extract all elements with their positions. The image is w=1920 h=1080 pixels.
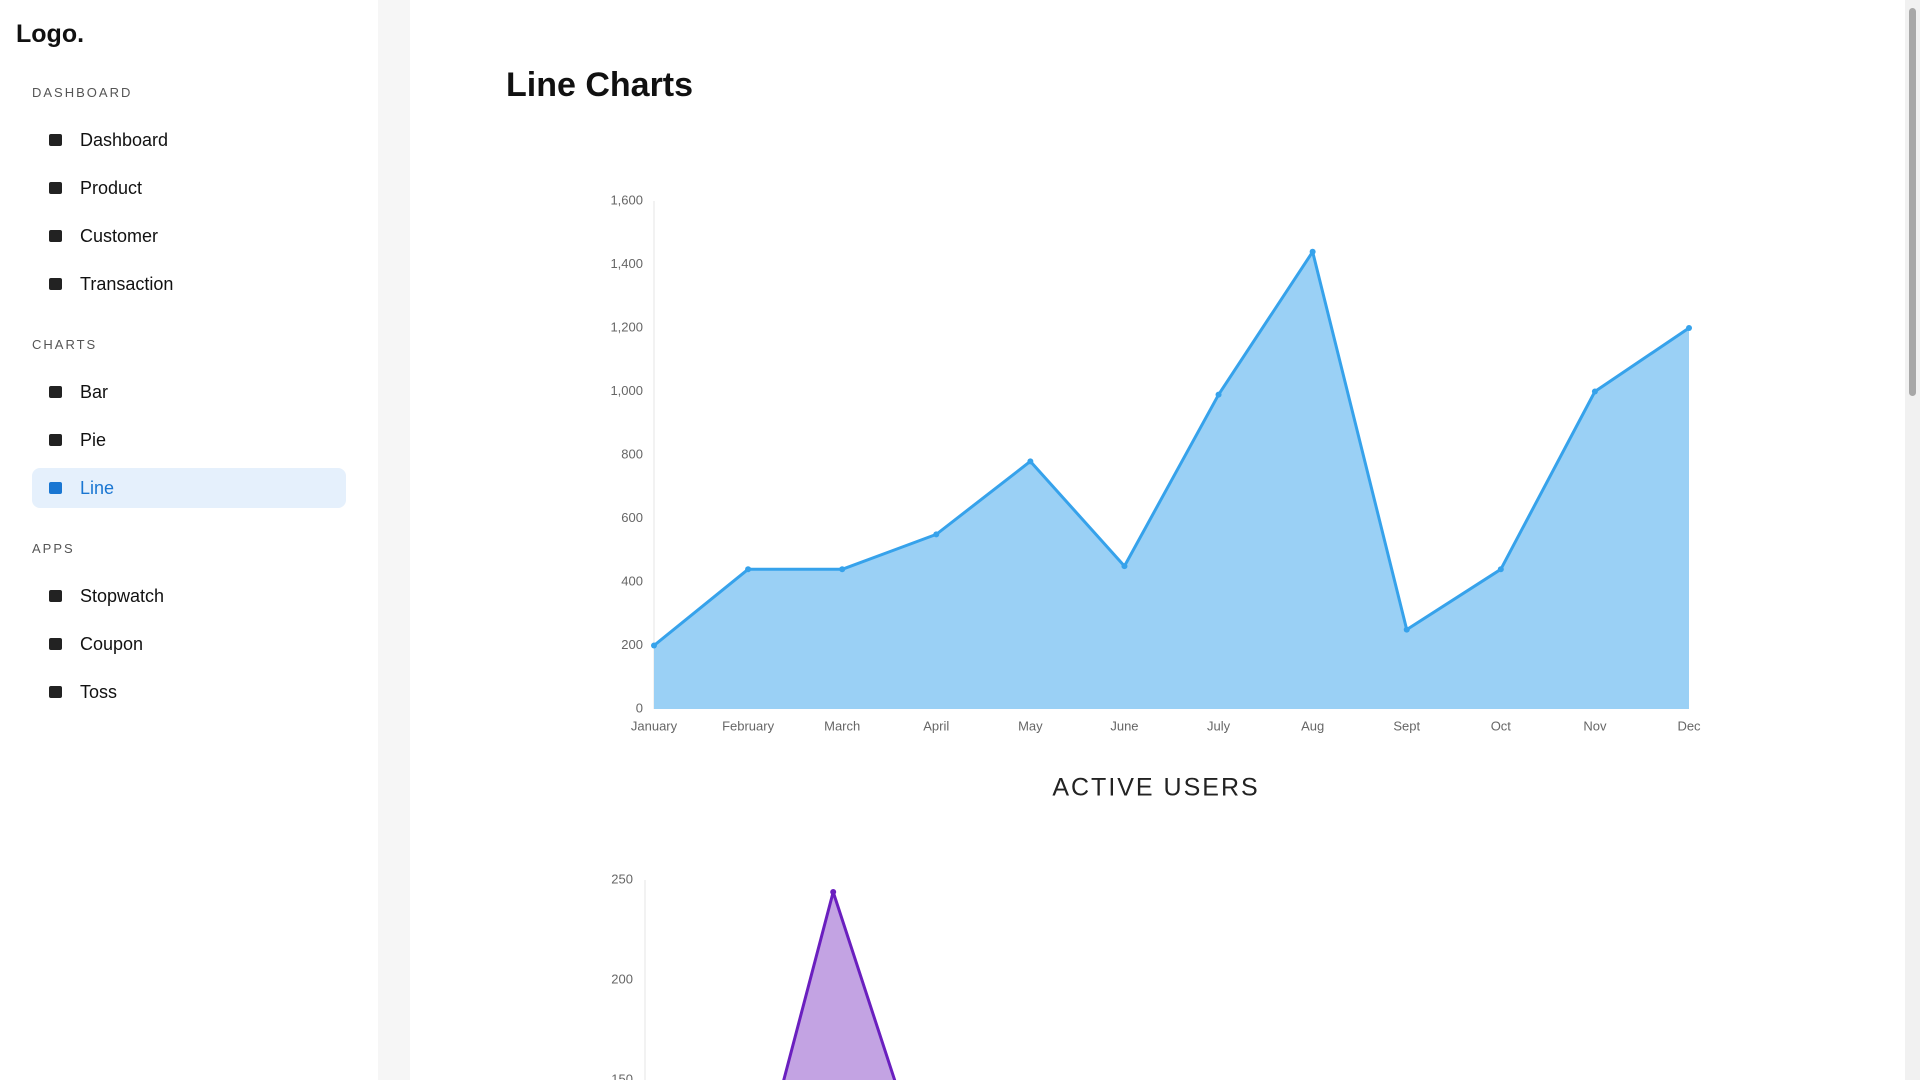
point (1309, 248, 1316, 255)
nav-icon (49, 134, 62, 146)
nav-icon (49, 686, 62, 698)
y-tick-label: 1,600 (610, 192, 643, 207)
sidebar: Logo. DASHBOARD Dashboard Product Customer T… (0, 0, 378, 1080)
chart-title: ACTIVE USERS (1052, 774, 1259, 802)
nav-item[interactable]: Bar (0, 368, 378, 416)
line (653, 250, 1690, 647)
section-heading: DASHBOARD (32, 85, 133, 100)
nav-item[interactable]: Toss (0, 668, 378, 716)
y-tick-label: 1,200 (610, 319, 643, 334)
nav-item[interactable]: Coupon (0, 620, 378, 668)
nav-item[interactable]: Pie (0, 416, 378, 464)
point (1027, 458, 1034, 465)
point (839, 566, 846, 573)
nav-icon (49, 278, 62, 290)
section-heading: APPS (32, 541, 75, 556)
x-tick-label: Aug (1301, 718, 1324, 733)
nav-icon (49, 590, 62, 602)
section-heading: CHARTS (32, 337, 98, 352)
nav-item[interactable]: Dashboard (0, 116, 378, 164)
nav-item[interactable]: Product (0, 164, 378, 212)
y-tick-label: 200 (611, 971, 633, 986)
y-tick-label: 600 (621, 510, 643, 525)
x-tick-label: Nov (1583, 718, 1607, 733)
x-tick-label: Oct (1491, 718, 1512, 733)
nav-label[interactable]: Bar (80, 382, 109, 402)
point (933, 531, 940, 538)
nav-icon (49, 230, 62, 242)
point (830, 889, 837, 895)
nav-icon (49, 386, 62, 398)
page-title: Line Charts (506, 66, 694, 104)
nav-icon (49, 482, 62, 494)
nav-item[interactable]: Transaction (0, 260, 378, 308)
point (651, 642, 657, 649)
nav-label[interactable]: Line (80, 478, 115, 498)
scroll-thumb[interactable] (1909, 8, 1916, 396)
nav-icon (49, 638, 62, 650)
point (1591, 388, 1598, 395)
point (1403, 626, 1410, 633)
x-tick-label: May (1018, 718, 1043, 733)
nav-item-bg (32, 468, 346, 508)
nav-label[interactable]: Pie (80, 430, 107, 450)
x-tick-label: June (1110, 718, 1138, 733)
nav-label[interactable]: Coupon (80, 634, 144, 654)
x-tick-label: Dec (1677, 718, 1701, 733)
logo: Logo. (16, 20, 85, 48)
nav-label[interactable]: Stopwatch (80, 586, 165, 606)
nav-label[interactable]: Customer (80, 226, 159, 246)
x-tick-label: February (722, 718, 775, 733)
x-tick-label: July (1207, 718, 1231, 733)
y-tick-label: 200 (621, 637, 643, 652)
y-tick-label: 250 (611, 871, 633, 886)
x-tick-label: January (631, 718, 678, 733)
point (1497, 566, 1504, 573)
point (1121, 563, 1128, 570)
nav-item[interactable]: Customer (0, 212, 378, 260)
point (1686, 325, 1692, 331)
y-tick-label: 150 (611, 1071, 633, 1080)
x-tick-label: March (824, 718, 860, 733)
nav-item[interactable]: Line (0, 464, 378, 512)
y-tick-label: 0 (636, 700, 643, 715)
nav-icon (49, 182, 62, 194)
nav-icon (49, 434, 62, 446)
nav-label[interactable]: Dashboard (80, 130, 169, 150)
nav-label[interactable]: Product (80, 178, 143, 198)
y-tick-label: 800 (621, 446, 643, 461)
divider (378, 0, 410, 1080)
nav-label[interactable]: Toss (80, 682, 118, 702)
scrollbar[interactable] (1905, 0, 1920, 1080)
nav-item[interactable]: Stopwatch (0, 572, 378, 620)
y-tick-label: 400 (621, 573, 643, 588)
point (1215, 391, 1222, 398)
area (783, 892, 895, 1080)
x-tick-label: Sept (1393, 718, 1420, 733)
y-tick-label: 1,400 (610, 256, 643, 271)
y-tick-label: 1,000 (610, 383, 643, 398)
point (745, 566, 752, 573)
x-tick-label: April (923, 718, 949, 733)
nav-label[interactable]: Transaction (80, 274, 174, 294)
